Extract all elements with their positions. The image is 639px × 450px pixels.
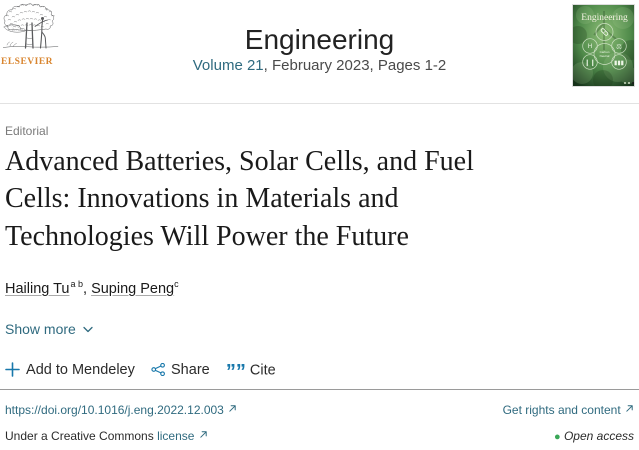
svg-text:▮▮▮: ▮▮▮ xyxy=(614,61,624,67)
svg-text:⚖: ⚖ xyxy=(616,43,622,51)
svg-text:Neutral: Neutral xyxy=(600,54,610,58)
svg-text:❙❙: ❙❙ xyxy=(585,59,596,67)
svg-text:H: H xyxy=(588,44,592,50)
svg-text:Engineering: Engineering xyxy=(581,13,628,23)
